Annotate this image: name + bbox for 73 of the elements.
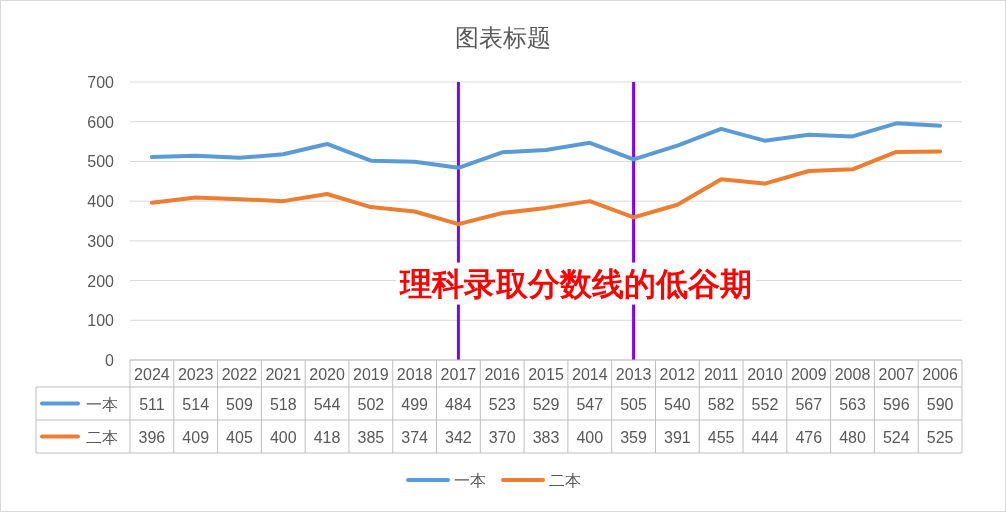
legend-label: 一本: [86, 395, 118, 413]
x-tick-label: 2024: [134, 366, 170, 383]
data-label: 518: [269, 395, 297, 413]
data-label: 480: [839, 428, 866, 446]
data-label: 547: [576, 395, 604, 413]
data-label: 582: [707, 395, 735, 413]
data-label: 383: [532, 428, 560, 446]
data-label: 342: [445, 428, 472, 446]
data-label: 391: [664, 428, 691, 446]
data-label: 359: [620, 428, 648, 446]
x-tick-label: 2018: [396, 366, 433, 383]
data-label: 484: [445, 395, 472, 413]
text: 二本: [549, 472, 581, 489]
data-label: 396: [138, 428, 166, 446]
data-label: 418: [313, 428, 341, 446]
data-label: 524: [882, 428, 910, 446]
x-tick-label: 2022: [221, 366, 258, 383]
x-tick-label: 2020: [309, 366, 345, 383]
chart-title: 图表标题: [455, 24, 551, 51]
x-tick-label: 2021: [265, 366, 302, 383]
y-tick-label: 200: [87, 272, 115, 290]
annotation: 理科录取分数线的低谷期: [399, 265, 752, 302]
x-tick-label: 2012: [659, 366, 696, 383]
data-label: 400: [269, 428, 297, 446]
data-label: 514: [182, 395, 210, 413]
data-label: 444: [751, 428, 779, 446]
data-label: 502: [357, 395, 385, 413]
y-tick-label: 400: [87, 193, 115, 211]
legend-label: 二本: [86, 428, 118, 446]
x-tick-label: 2016: [484, 366, 521, 383]
data-label: 505: [620, 395, 648, 413]
x-tick-label: 2015: [528, 366, 564, 383]
line-series: [149, 149, 943, 227]
y-tick-label: 0: [105, 352, 115, 369]
data-label: 529: [532, 395, 560, 413]
data-label: 370: [488, 428, 516, 446]
y-tick-label: 300: [87, 232, 115, 250]
y-tick-label: 600: [87, 113, 115, 131]
y-tick-label: 100: [87, 312, 115, 330]
x-tick-label: 2023: [177, 366, 214, 383]
data-label: 400: [576, 428, 604, 446]
data-label: 499: [401, 395, 429, 413]
x-tick-label: 2008: [834, 366, 871, 383]
data-label: 567: [795, 395, 823, 413]
data-label: 523: [488, 395, 516, 413]
data-label: 511: [139, 395, 165, 413]
x-tick-label: 2006: [922, 366, 958, 383]
x-tick-label: 2014: [571, 366, 608, 383]
y-tick-label: 500: [87, 153, 115, 171]
text: 一本: [454, 472, 486, 489]
data-label: 374: [401, 428, 429, 446]
data-label: 590: [926, 395, 954, 413]
line-series: [149, 121, 943, 170]
data-label: 563: [839, 395, 866, 413]
x-tick-label: 2009: [790, 366, 827, 383]
data-label: 596: [882, 395, 910, 413]
x-tick-label: 2019: [353, 366, 389, 383]
data-label: 540: [664, 395, 691, 413]
data-label: 544: [313, 395, 341, 413]
data-label: 455: [707, 428, 735, 446]
data-label: 525: [926, 428, 954, 446]
data-label: 409: [182, 428, 210, 446]
x-tick-label: 2013: [615, 366, 652, 383]
data-label: 552: [751, 395, 779, 413]
data-label: 385: [357, 428, 385, 446]
data-label: 405: [226, 428, 253, 446]
data-label: 509: [226, 395, 253, 413]
x-tick-label: 2011: [703, 366, 739, 383]
data-label: 476: [795, 428, 823, 446]
x-tick-label: 2017: [440, 366, 477, 383]
y-tick-label: 700: [87, 74, 115, 91]
x-tick-label: 2007: [878, 366, 915, 383]
x-tick-label: 2010: [747, 366, 783, 383]
